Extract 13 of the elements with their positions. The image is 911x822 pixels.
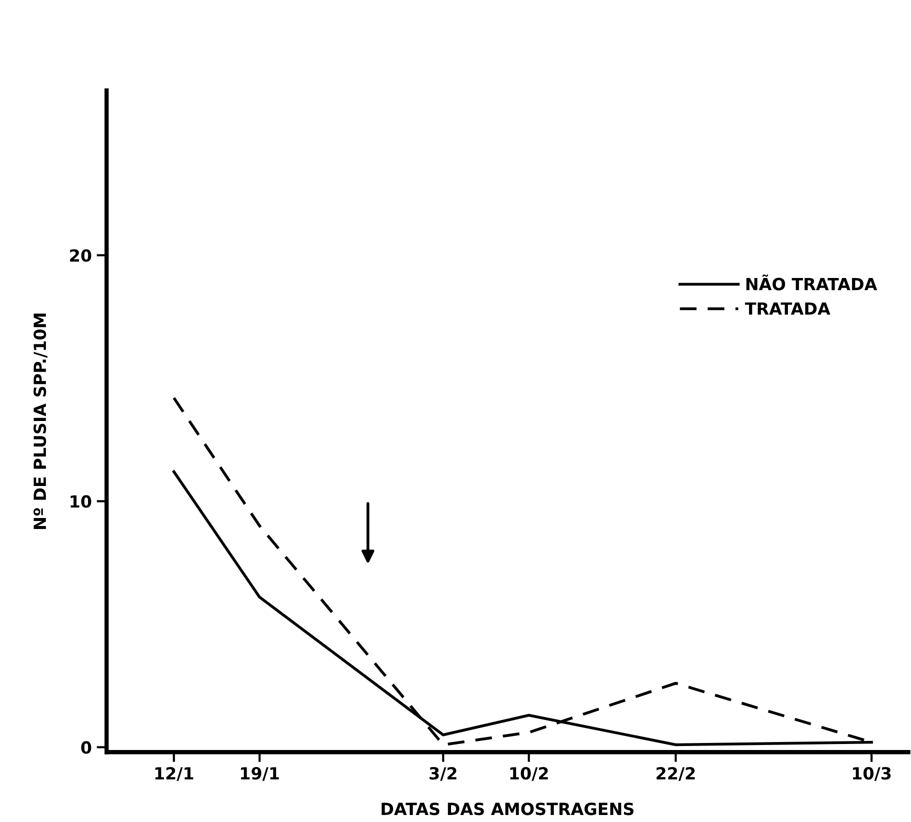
x-tick-label: 10/2 (510, 767, 548, 781)
y-axis-title: Nº DE PLUSIA SPP./10M (34, 314, 48, 529)
x-tick-label: 12/1 (155, 767, 194, 781)
y-tick-label: 10 (70, 495, 92, 508)
x-tick-label: 22/2 (656, 767, 695, 781)
y-tick-label: 20 (70, 249, 92, 262)
legend-label: TRATADA (744, 302, 830, 315)
legend-label: NÃO TRATADA (746, 274, 878, 290)
x-tick-label: 3/2 (430, 767, 456, 781)
x-axis-title: DATAS DAS AMOSTRAGENS (382, 802, 634, 816)
y-tick-label: 0 (81, 741, 92, 754)
x-tick-label: 10/3 (852, 767, 891, 781)
x-tick-label: 19/1 (241, 767, 279, 781)
